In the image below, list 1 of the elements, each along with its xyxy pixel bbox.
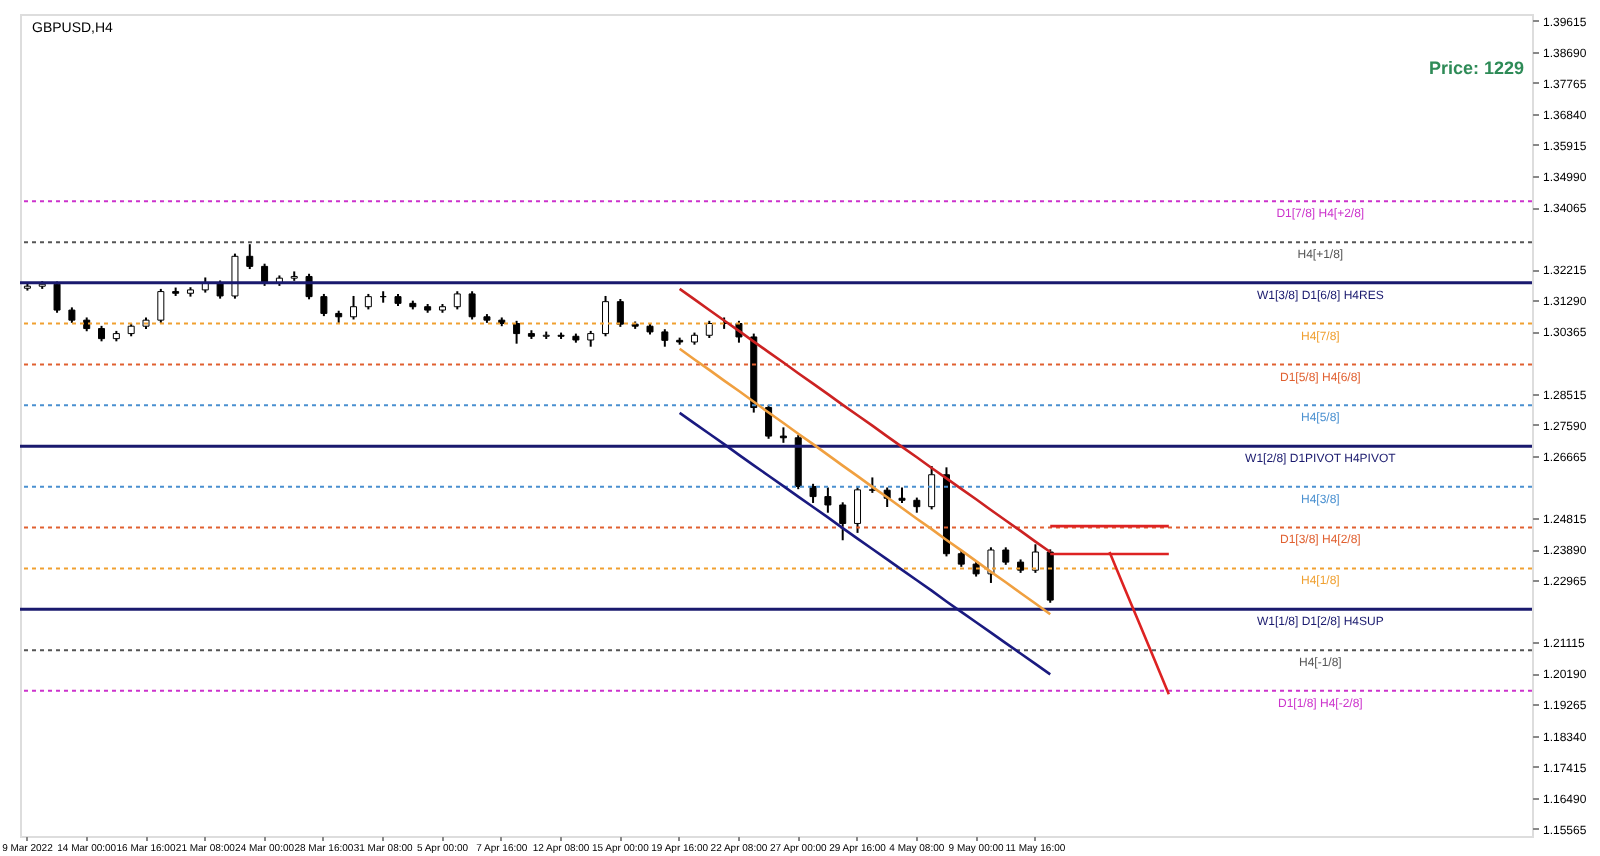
annotation: Price: 1229: [1428, 58, 1524, 78]
